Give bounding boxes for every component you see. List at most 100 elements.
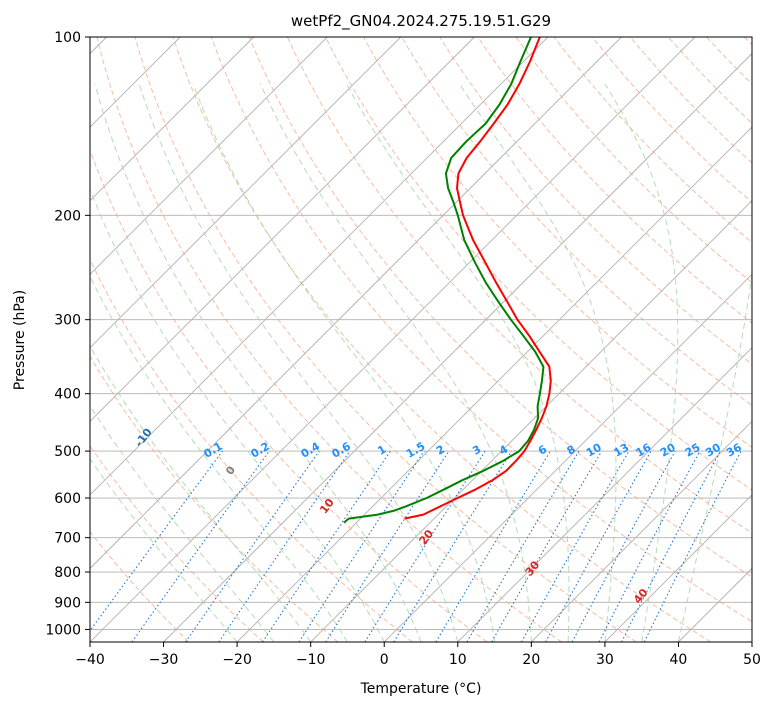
y-tick-label: 200 [54, 208, 81, 224]
mixing-ratio-line [466, 450, 580, 642]
isotherm-line [751, 641, 752, 642]
dry-adiabat-line [90, 148, 488, 642]
moist-adiabat-line [90, 345, 312, 642]
mixing-ratio-line [598, 450, 701, 642]
mixing-ratio-label: 10 [584, 441, 604, 460]
isotherm-line [457, 347, 752, 642]
mixing-ratio-line [521, 450, 630, 642]
isotherm-line [90, 37, 328, 275]
mixing-ratio-line [545, 450, 652, 642]
moist-adiabat-line [90, 275, 348, 642]
moist-adiabat-line [346, 83, 570, 642]
dry-adiabat-label: 0 [223, 463, 238, 477]
mixing-ratio-line [262, 450, 391, 642]
dry-adiabat-line [629, 37, 752, 164]
dry-adiabat-line [706, 37, 752, 85]
isotherm-line [383, 273, 752, 642]
dry-adiabat-line [96, 37, 562, 642]
dry-adiabat-line [401, 37, 752, 407]
moist-adiabat-line [677, 270, 752, 642]
moist-adiabat-line [138, 83, 459, 642]
dry-adiabat-line [90, 531, 190, 642]
x-tick-label: 40 [670, 652, 688, 668]
moist-adiabat-line [90, 457, 238, 642]
mixing-ratio-line [491, 450, 603, 642]
dry-adiabat-line [744, 37, 752, 46]
mixing-ratio-label: 1 [375, 443, 388, 458]
mixing-ratio-label: 0.4 [299, 439, 323, 460]
mixing-ratio-line [218, 450, 351, 642]
mixing-ratio-line [185, 450, 320, 642]
dry-adiabat-label: 40 [631, 586, 651, 606]
x-axis-label: Temperature (°C) [360, 681, 482, 697]
mixing-ratio-label: 3 [470, 443, 483, 458]
y-tick-label: 800 [54, 565, 81, 581]
mixing-ratio-line [298, 450, 425, 642]
dry-adiabat-line [248, 37, 752, 578]
mixing-ratio-line [643, 450, 742, 642]
y-tick-label: 300 [54, 313, 81, 329]
dry-adiabat-line [439, 37, 752, 365]
y-tick-label: 1000 [45, 622, 81, 638]
isotherm-line [163, 52, 752, 642]
mixing-ratio-label: 25 [683, 441, 703, 460]
x-tick-label: −30 [149, 652, 179, 668]
isotherm-line [90, 37, 402, 349]
y-tick-label: 400 [54, 387, 81, 403]
mixing-ratio-label: 20 [658, 441, 678, 460]
y-tick-label: 500 [54, 444, 81, 460]
plot-frame [89, 36, 753, 643]
x-tick-label: 20 [522, 652, 540, 668]
mixing-ratio-label: 0.6 [329, 439, 353, 460]
isotherm-line [236, 126, 752, 642]
plot-area: -100-90-80-70-60-50-40-30-20-10010203040… [90, 37, 752, 642]
x-tick-label: 30 [596, 652, 614, 668]
dewpoint-profile-line [343, 37, 545, 524]
x-tick-label: 50 [743, 652, 761, 668]
dry-adiabat-line [286, 37, 752, 534]
dry-adiabat-label: 30 [523, 558, 543, 578]
y-tick-label: 100 [54, 30, 81, 46]
chart-title: wetPf2_GN04.2024.275.19.51.G29 [291, 12, 551, 31]
isotherm-line [90, 37, 696, 642]
mixing-ratio-label: 0.2 [249, 440, 272, 461]
mixing-ratio-line [131, 450, 270, 642]
dry-adiabat-line [477, 37, 752, 324]
isotherm-line [531, 420, 752, 642]
dry-adiabat-line [90, 355, 339, 642]
mixing-ratio-label: 0.1 [202, 440, 225, 461]
isotherm-line [90, 37, 254, 202]
dry-adiabat-line [591, 37, 752, 204]
isotherm-line [604, 494, 752, 642]
mixing-ratio-label: 2 [434, 443, 447, 458]
mixing-ratio-label: 16 [634, 441, 654, 460]
moist-adiabat-line [90, 188, 385, 642]
isotherm-line [678, 567, 752, 642]
isotherm-line [90, 37, 475, 422]
mixing-ratio-line [435, 450, 551, 642]
mixing-ratio-label: 30 [703, 441, 723, 460]
mixing-ratio-label: 1.5 [404, 440, 427, 461]
dry-adiabat-label: -10 [132, 425, 155, 449]
isotherm-line [90, 37, 622, 570]
mixing-ratio-label: 13 [611, 441, 631, 460]
mixing-ratio-line [571, 450, 676, 642]
mixing-ratio-label: 36 [724, 441, 744, 460]
x-tick-label: −20 [222, 652, 252, 668]
moist-adiabat-line [604, 83, 679, 642]
dry-adiabat-line [210, 37, 752, 623]
moist-adiabat-line [90, 404, 275, 642]
dry-adiabat-line [325, 37, 752, 491]
dry-adiabat-label: 20 [417, 527, 437, 547]
x-tick-label: −10 [296, 652, 326, 668]
x-tick-label: 0 [380, 652, 389, 668]
mixing-ratio-line [364, 450, 486, 642]
mixing-ratio-line [90, 450, 223, 632]
mixing-ratio-line [393, 450, 513, 642]
axes: −40 −30 −20 −10 0 10 20 30 40 5010020030040050060… [45, 30, 761, 668]
y-tick-label: 600 [54, 491, 81, 507]
dry-adiabat-line [363, 37, 752, 449]
y-tick-label: 900 [54, 595, 81, 611]
mixing-ratio-line [325, 450, 450, 642]
